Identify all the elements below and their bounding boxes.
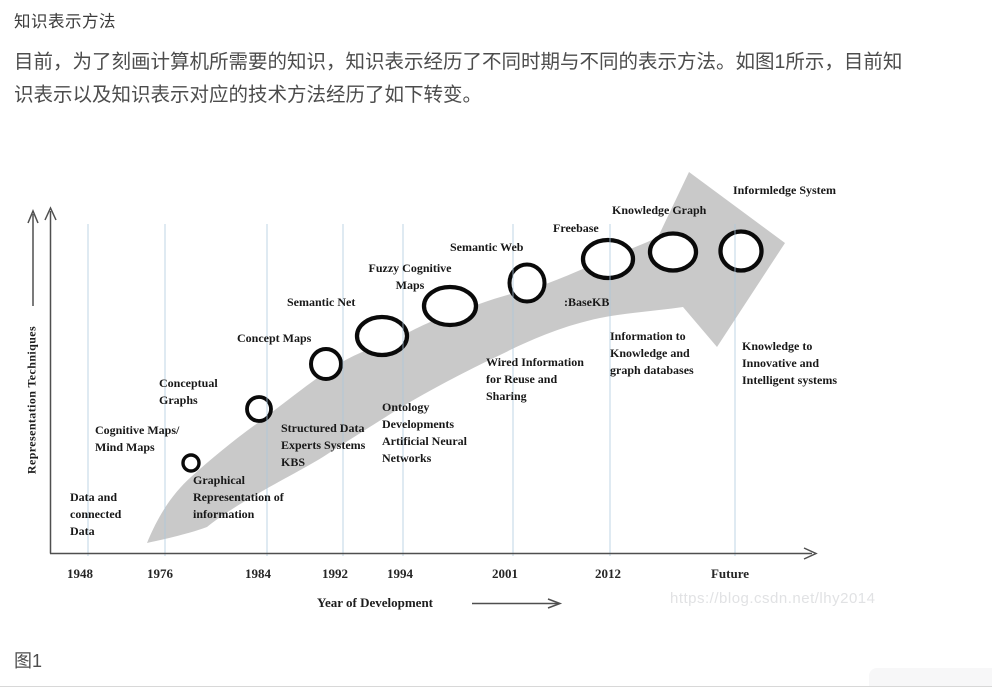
- x-tick-2012: 2012: [595, 566, 621, 581]
- label-concept-maps: Concept Maps: [237, 331, 312, 345]
- label-information-to-knowledge: Information to Knowledge and graph datab…: [610, 329, 694, 377]
- label-wired-information: Wired Information for Reuse and Sharing: [486, 355, 584, 403]
- x-tick-2001: 2001: [492, 566, 518, 581]
- label-graphical-representation: Graphical Representation of information: [193, 473, 284, 521]
- x-tick-1992: 1992: [322, 566, 348, 581]
- label-semantic-web: Semantic Web: [450, 240, 524, 254]
- milestone-circle-semantic-web: [507, 262, 547, 304]
- milestone-circle-fuzzy-cognitive-maps: [421, 284, 479, 328]
- label-cognitive-mind-maps: Cognitive Maps/ Mind Maps: [95, 423, 180, 454]
- label-knowledge-graph: Knowledge Graph: [612, 203, 707, 217]
- label-knowledge-to-innovative: Knowledge to Innovative and Intelligent …: [742, 339, 837, 387]
- x-tick-1984: 1984: [245, 566, 271, 581]
- article-paragraph: 目前，为了刻画计算机所需要的知识，知识表示经历了不同时期与不同的表示方法。如图1…: [14, 51, 903, 106]
- article-heading-text: 知识表示方法: [14, 13, 116, 31]
- y-axis-arrowhead: [44, 206, 57, 221]
- label-semantic-net: Semantic Net: [287, 295, 356, 309]
- label-basekb: :BaseKB: [564, 295, 610, 309]
- milestone-circle-graphical-representation: [181, 453, 201, 473]
- label-structured-data-kbs: Structured Data Experts Systems KBS: [281, 421, 366, 469]
- label-ontology-developments: Ontology Developments Artificial Neural …: [382, 400, 467, 465]
- y-axis-label-arrowhead: [27, 209, 39, 224]
- article-heading: 知识表示方法: [14, 8, 116, 32]
- milestone-circle-concept-maps: [309, 347, 343, 381]
- label-fuzzy-cognitive-maps: Fuzzy Cognitive Maps: [368, 261, 452, 292]
- label-data-and-connected-data: Data and connected Data: [70, 490, 122, 538]
- x-tick-1948: 1948: [67, 566, 93, 581]
- figure-caption: 图1: [14, 651, 43, 671]
- milestone-circle-freebase: [580, 237, 636, 281]
- x-axis-label-arrowhead: [547, 598, 563, 609]
- milestone-circle-semantic-net: [354, 314, 410, 358]
- axes: [27, 206, 818, 609]
- x-tick-1994: 1994: [387, 566, 413, 581]
- x-tick-future: Future: [710, 566, 750, 581]
- label-freebase: Freebase: [553, 221, 599, 235]
- x-axis-title: Year of Development: [317, 595, 434, 610]
- csdn-watermark: https://blog.csdn.net/lhy2014: [670, 590, 876, 607]
- y-axis-title: Representation Techniques: [24, 325, 39, 475]
- x-axis-arrowhead: [803, 547, 818, 560]
- bottom-divider: [0, 686, 992, 687]
- bottom-right-panel-edge: [869, 668, 992, 686]
- label-conceptual-graphs: Conceptual Graphs: [159, 376, 218, 407]
- x-tick-1976: 1976: [147, 566, 173, 581]
- milestone-circle-informledge-system: [718, 229, 764, 273]
- label-informledge-system: Informledge System: [733, 183, 836, 197]
- milestone-circle-knowledge-graph: [647, 231, 699, 273]
- milestone-circle-conceptual-graphs: [245, 395, 273, 423]
- year-gridlines: [87, 224, 736, 556]
